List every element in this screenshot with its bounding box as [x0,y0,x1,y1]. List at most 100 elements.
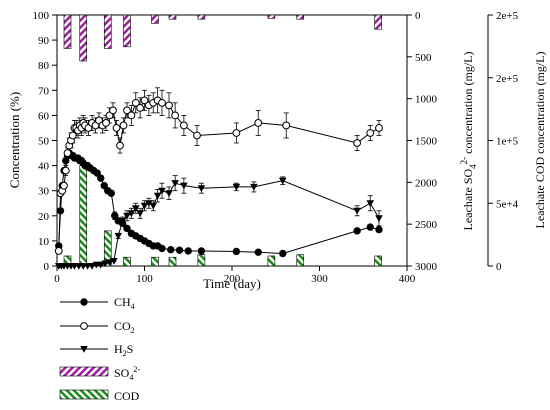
h2s-point [153,192,162,200]
ch4-point [366,223,374,231]
ch4-point [123,224,131,233]
y2-tick-label: 2500 [415,219,438,231]
x-tick-label: 300 [311,273,328,285]
legend-co2-marker [80,322,88,330]
co2-point [158,98,166,107]
h2s-point [101,260,109,268]
cod-bar [374,255,382,267]
x-axis: 0 100 200 300 400 [54,266,416,285]
ch4-point [111,212,119,220]
so4-bar [296,14,305,20]
co2-point [232,129,241,137]
legend-ch4-marker [80,298,88,306]
h2s-point [375,215,383,223]
h2s-point [140,202,149,210]
h2s-point [250,183,258,191]
y-tick-label: 30 [38,186,50,198]
ch4-point [100,181,108,190]
co2-series [54,87,383,255]
h2s-point [165,190,173,198]
cod-bars [63,165,382,267]
y-axis-cod: 0 5e+4 1e+5 2e+5 2e+5 [487,10,519,273]
legend-so4-swatch [59,366,109,377]
h2s-point [145,200,153,208]
y3-tick-label: 0 [496,261,502,273]
co2-point [165,101,173,110]
h2s-point [88,263,96,270]
y-axis-so4: 0 500 1000 1500 2000 2500 3000 [407,10,438,273]
legend-ch4-label: CH4 [114,295,135,311]
co2-point [136,103,145,112]
y2-tick-label: 0 [415,10,421,22]
y2-tick-label: 2000 [415,177,438,189]
cod-bar [103,230,112,267]
cod-bar [296,254,305,267]
x-tick-label: 200 [224,273,241,285]
cod-bar [197,254,206,267]
h2s-point [158,187,166,195]
h2s-point [197,185,206,192]
co2-point [193,131,201,140]
ch4-point [167,245,175,254]
h2s-point [105,259,114,267]
y3-tick-label: 1e+5 [496,136,519,148]
so4-bar [267,14,276,19]
h2s-point [171,180,179,187]
ch4-point [353,227,361,235]
y-tick-label: 0 [44,261,50,273]
h2s-point [110,257,118,265]
co2-point [119,121,128,130]
co2-point [116,141,124,150]
so4-bar [197,14,206,20]
y-axis-left: 0 10 20 30 40 50 60 70 80 90 100 [33,10,57,273]
y3-tick-label: 2e+5 [496,73,519,85]
so4-bar [63,14,72,49]
ch4-point [184,247,192,255]
h2s-point [232,183,241,191]
ch4-point [175,246,184,254]
y2-tick-label: 1000 [415,94,438,106]
ch4-point [232,247,241,256]
h2s-point [131,205,140,213]
ch4-point [97,174,105,182]
series-lines [54,87,383,270]
ch4-point [107,189,115,197]
legend-h2s-label: H2S [114,342,133,358]
co2-point [140,96,149,105]
y-tick-label: 40 [38,161,50,173]
so4-bar [79,14,88,62]
legend-co2-label: CO2 [114,319,135,335]
h2s-point [123,212,131,220]
y-axis-title: Concentration (%) [7,92,22,188]
h2s-point [136,210,144,218]
co2-point [171,111,180,120]
ch4-point [197,247,206,255]
ch4-point [93,169,101,177]
h2s-point [366,200,375,208]
y3-tick-label: 2e+5 [496,10,519,22]
y-tick-label: 50 [38,136,50,148]
h2s-point [96,261,105,269]
plot-area [54,14,408,270]
ch4-point [254,248,262,256]
y2-tick-label: 3000 [415,261,438,273]
co2-point [179,121,188,130]
y-tick-label: 20 [38,211,50,223]
cod-bar [168,256,177,267]
h2s-point [353,207,361,215]
co2-point [353,139,362,147]
y-tick-label: 80 [38,60,50,72]
y3-axis-title: Leachate COD concentration (mg/L) [533,52,547,229]
y-tick-label: 70 [38,85,50,97]
co2-point [61,166,70,175]
so4-bar [374,14,382,30]
legend-h2s-marker [80,346,88,353]
co2-point [112,124,121,132]
legend-cod-swatch [59,389,109,400]
co2-point [102,119,110,127]
ch4-point [279,249,287,258]
legend: CH4 CO2 H2S SO42- COD [59,295,140,403]
ch4-point [158,244,166,253]
cod-bar [123,256,131,267]
